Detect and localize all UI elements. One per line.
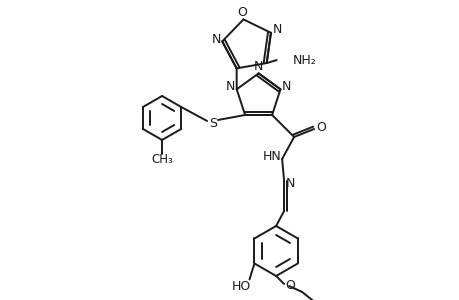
Text: S: S [209,118,217,130]
Text: HO: HO [231,280,251,293]
Text: N: N [253,60,263,73]
Text: N: N [225,80,235,93]
Text: O: O [315,122,325,134]
Text: NH₂: NH₂ [292,54,316,67]
Text: CH₃: CH₃ [151,154,173,166]
Text: N: N [285,178,294,190]
Text: O: O [237,6,247,19]
Text: O: O [285,280,294,292]
Text: N: N [281,80,291,93]
Text: N: N [211,33,220,46]
Text: HN: HN [262,151,281,164]
Text: N: N [272,23,281,36]
